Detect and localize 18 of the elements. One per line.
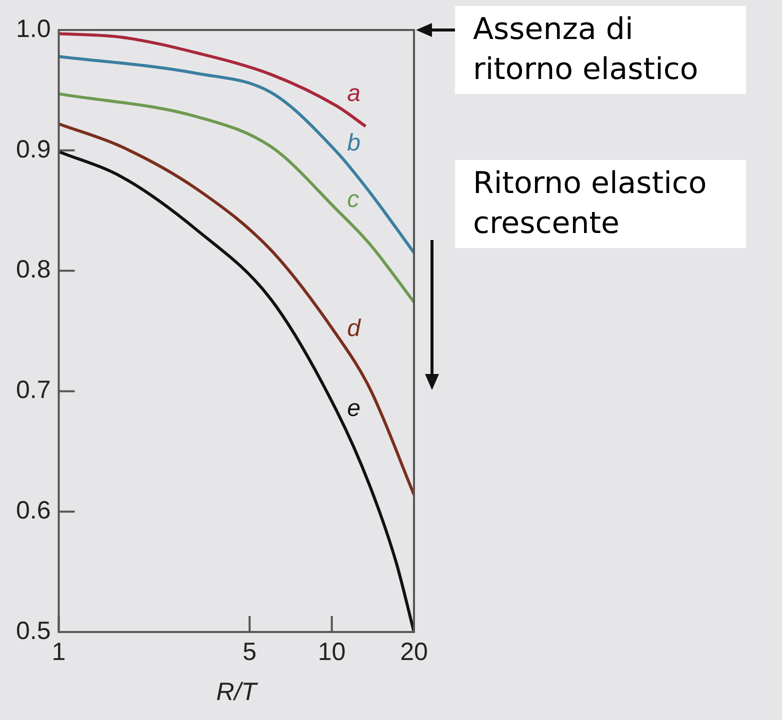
y-tick-label: 0.8: [16, 256, 51, 284]
series-label: e: [347, 395, 360, 422]
text: Assenza di ritorno elastico: [455, 6, 746, 94]
x-tick-label: 10: [318, 638, 346, 666]
y-tick-label: 0.6: [16, 496, 51, 524]
series-label: c: [347, 186, 360, 213]
x-tick-label: 1: [52, 638, 66, 666]
y-tick-label: 1.0: [16, 14, 51, 43]
y-tick-label: 0.7: [16, 376, 51, 404]
series-label: b: [347, 129, 360, 156]
x-axis-title: R/T: [216, 678, 258, 706]
x-tick-label: 5: [242, 638, 257, 666]
x-tick-label: 20: [400, 638, 428, 666]
series-label: d: [347, 315, 362, 342]
series-label: a: [347, 80, 360, 108]
y-tick-label: 0.9: [16, 135, 51, 164]
text: Ritorno elastico crescente: [455, 160, 746, 248]
y-tick-label: 0.5: [16, 616, 51, 645]
